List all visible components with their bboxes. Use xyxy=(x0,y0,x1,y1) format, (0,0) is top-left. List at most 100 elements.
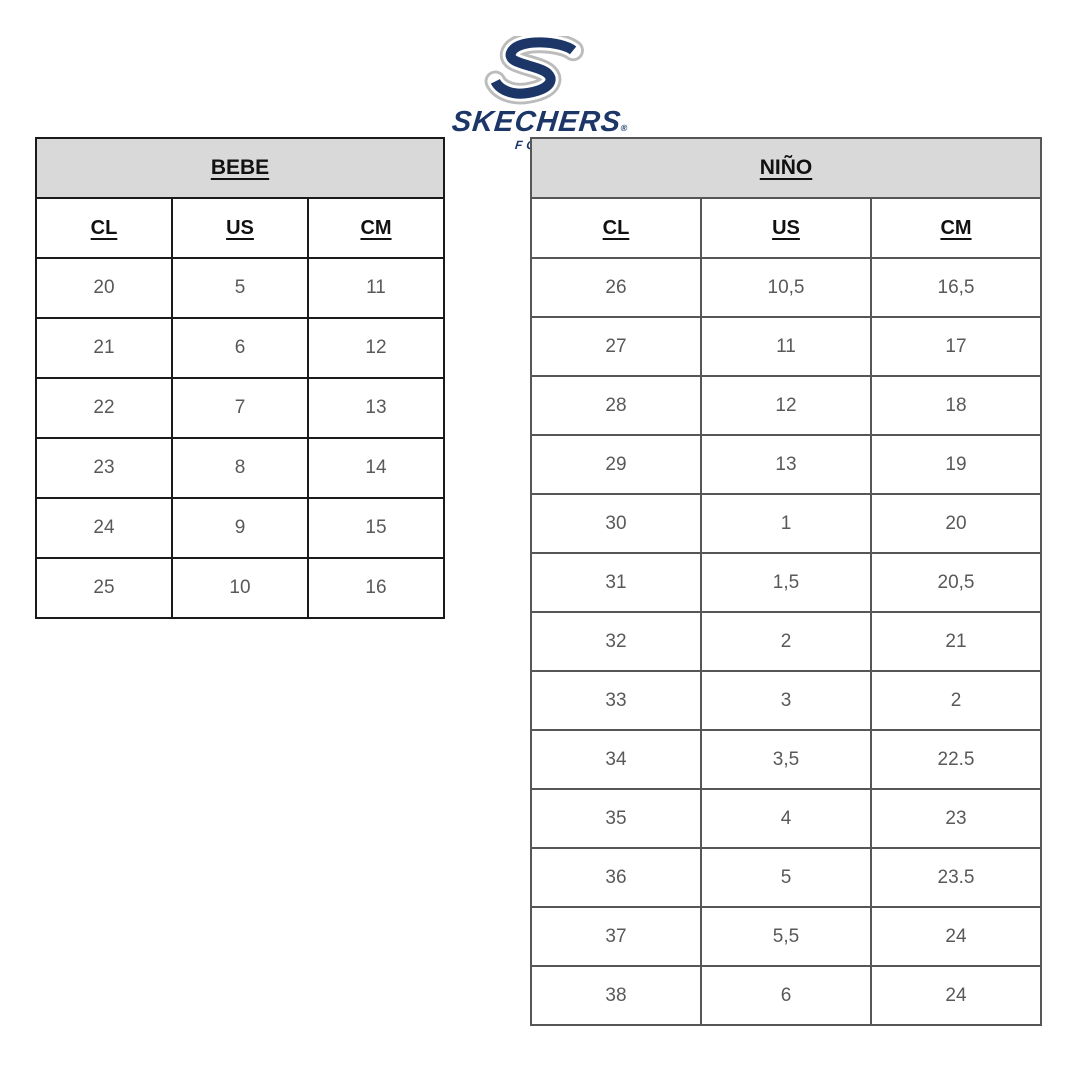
cell-cl: 37 xyxy=(530,906,702,967)
cell-cl: 21 xyxy=(35,317,173,379)
column-header-cl: CL xyxy=(530,197,702,259)
cell-cl: 35 xyxy=(530,788,702,849)
cell-cl: 31 xyxy=(530,552,702,613)
cell-us: 12 xyxy=(700,375,872,436)
column-header-text: CL xyxy=(90,216,118,239)
cell-us: 8 xyxy=(171,437,309,499)
table-row: 30 1 20 xyxy=(530,493,1042,554)
column-header-cl: CL xyxy=(35,197,173,259)
cell-cl: 24 xyxy=(35,497,173,559)
cell-cl: 28 xyxy=(530,375,702,436)
cell-cl: 38 xyxy=(530,965,702,1026)
cell-cm: 18 xyxy=(870,375,1042,436)
cell-cm: 15 xyxy=(307,497,445,559)
cell-cl: 23 xyxy=(35,437,173,499)
table-row: 26 10,5 16,5 xyxy=(530,257,1042,318)
cell-us: 1,5 xyxy=(700,552,872,613)
cell-us: 7 xyxy=(171,377,309,439)
cell-cl: 29 xyxy=(530,434,702,495)
cell-cm: 13 xyxy=(307,377,445,439)
cell-cm: 12 xyxy=(307,317,445,379)
cell-cl: 30 xyxy=(530,493,702,554)
cell-cl: 33 xyxy=(530,670,702,731)
table-row: 36 5 23.5 xyxy=(530,847,1042,908)
column-header-us: US xyxy=(700,197,872,259)
column-header-text: CM xyxy=(360,216,392,239)
table-row: 28 12 18 xyxy=(530,375,1042,436)
table-row: 31 1,5 20,5 xyxy=(530,552,1042,613)
cell-cm: 19 xyxy=(870,434,1042,495)
cell-cm: 16,5 xyxy=(870,257,1042,318)
cell-us: 10,5 xyxy=(700,257,872,318)
cell-cm: 22.5 xyxy=(870,729,1042,790)
cell-cm: 14 xyxy=(307,437,445,499)
column-header-text: US xyxy=(226,216,254,239)
table-title-text: BEBE xyxy=(210,156,270,179)
table-row: 23 8 14 xyxy=(35,437,445,499)
cell-cl: 36 xyxy=(530,847,702,908)
cell-cm: 16 xyxy=(307,557,445,619)
cell-cm: 23 xyxy=(870,788,1042,849)
column-header-row: CL US CM xyxy=(35,197,445,259)
cell-us: 5 xyxy=(700,847,872,908)
cell-us: 5 xyxy=(171,257,309,319)
brand-wordmark-row: SKECHERS® xyxy=(450,106,630,139)
column-header-cm: CM xyxy=(307,197,445,259)
cell-cl: 25 xyxy=(35,557,173,619)
column-header-text: CM xyxy=(940,216,972,239)
cell-cm: 24 xyxy=(870,906,1042,967)
cell-cm: 24 xyxy=(870,965,1042,1026)
column-header-us: US xyxy=(171,197,309,259)
cell-us: 5,5 xyxy=(700,906,872,967)
cell-us: 3,5 xyxy=(700,729,872,790)
cell-cm: 21 xyxy=(870,611,1042,672)
cell-cl: 34 xyxy=(530,729,702,790)
table-row: 24 9 15 xyxy=(35,497,445,559)
column-header-cm: CM xyxy=(870,197,1042,259)
cell-cl: 22 xyxy=(35,377,173,439)
cell-us: 9 xyxy=(171,497,309,559)
table-row: 22 7 13 xyxy=(35,377,445,439)
table-row: 20 5 11 xyxy=(35,257,445,319)
table-row: 35 4 23 xyxy=(530,788,1042,849)
cell-cm: 20 xyxy=(870,493,1042,554)
cell-us: 13 xyxy=(700,434,872,495)
cell-cm: 11 xyxy=(307,257,445,319)
column-header-row: CL US CM xyxy=(530,197,1042,259)
table-row: 25 10 16 xyxy=(35,557,445,619)
cell-us: 1 xyxy=(700,493,872,554)
column-header-text: CL xyxy=(602,216,630,239)
table-title-nino: NIÑO xyxy=(530,137,1042,199)
table-row: 32 2 21 xyxy=(530,611,1042,672)
cell-cl: 32 xyxy=(530,611,702,672)
cell-cl: 20 xyxy=(35,257,173,319)
skechers-logo: SKECHERS® FOOTWEAR xyxy=(0,36,1080,152)
table-title-text: NIÑO xyxy=(759,156,813,179)
table-row: 37 5,5 24 xyxy=(530,906,1042,967)
cell-cl: 27 xyxy=(530,316,702,377)
cell-cm: 20,5 xyxy=(870,552,1042,613)
table-row: 38 6 24 xyxy=(530,965,1042,1026)
cell-cm: 23.5 xyxy=(870,847,1042,908)
cell-us: 10 xyxy=(171,557,309,619)
table-title-row-bebe: BEBE xyxy=(35,137,445,199)
table-title-bebe: BEBE xyxy=(35,137,445,199)
cell-us: 2 xyxy=(700,611,872,672)
brand-wordmark: SKECHERS xyxy=(449,106,623,138)
table-title-row-nino: NIÑO xyxy=(530,137,1042,199)
size-table-bebe: BEBE CL US CM 20 5 11 21 6 12 22 7 13 23 8 14 24 9 15 25 10 1… xyxy=(35,137,445,619)
cell-us: 11 xyxy=(700,316,872,377)
size-table-nino: NIÑO CL US CM 26 10,5 16,5 27 11 17 28 12 18 29 13 19 30… xyxy=(530,137,1042,1026)
skechers-s-icon xyxy=(484,36,584,105)
registered-mark: ® xyxy=(619,123,629,133)
cell-us: 6 xyxy=(700,965,872,1026)
table-row: 27 11 17 xyxy=(530,316,1042,377)
cell-us: 4 xyxy=(700,788,872,849)
cell-cm: 2 xyxy=(870,670,1042,731)
cell-cm: 17 xyxy=(870,316,1042,377)
cell-cl: 26 xyxy=(530,257,702,318)
cell-us: 6 xyxy=(171,317,309,379)
column-header-text: US xyxy=(772,216,800,239)
table-row: 21 6 12 xyxy=(35,317,445,379)
table-row: 29 13 19 xyxy=(530,434,1042,495)
